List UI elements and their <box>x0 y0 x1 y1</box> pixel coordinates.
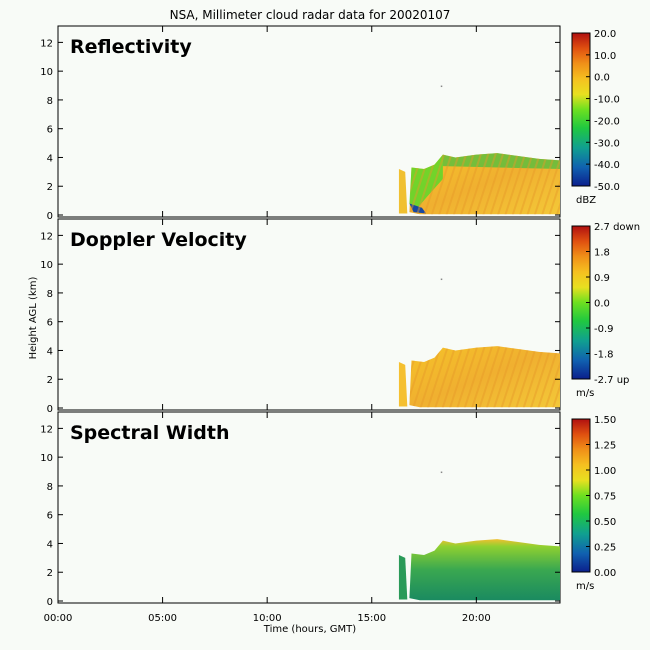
panel-1: Reflectivity 0 2 4 6 8 10 12 20.0 10.0 0.0 -10.0 -20… <box>40 25 620 222</box>
x-axis-label: Time (hours, GMT) <box>263 624 357 635</box>
colorbar-label: 1.8 <box>594 248 610 259</box>
panel-title: Spectral Width <box>70 422 230 444</box>
colorbar-label: -10.0 <box>594 95 620 106</box>
y-tick-label: 12 <box>40 231 53 242</box>
colorbar-label: -1.8 <box>594 350 614 361</box>
y-tick-label: 6 <box>47 125 53 136</box>
echo-strip <box>398 168 408 214</box>
y-tick-label: 0 <box>47 211 53 222</box>
colorbar-label: -30.0 <box>594 138 620 149</box>
figure-title: NSA, Millimeter cloud radar data for 200… <box>170 8 451 22</box>
colorbar-label: 10.0 <box>594 51 616 62</box>
echo-region <box>409 539 560 601</box>
y-axis-label: Height AGL (km) <box>28 277 39 360</box>
x-tick-label: 15:00 <box>357 613 386 624</box>
echo-speck <box>440 278 443 281</box>
colorbar-label: 0.0 <box>594 299 610 310</box>
colorbar-label: 2.7 down <box>594 222 640 233</box>
colorbar-label: 1.50 <box>594 415 616 426</box>
echo-speck <box>440 471 443 474</box>
colorbar-label: -2.7 up <box>594 375 629 386</box>
colorbar-label: -0.9 <box>594 324 614 335</box>
y-tick-label: 6 <box>47 511 53 522</box>
panel-2: Doppler Velocity 0 2 4 6 8 10 12 2.7 down 1.8 0.9 0… <box>40 218 640 415</box>
colorbar-label: 0.75 <box>594 492 616 503</box>
echo-texture <box>409 153 560 215</box>
colorbar-label: 0.25 <box>594 543 616 554</box>
y-tick-label: 4 <box>47 346 53 357</box>
colorbar <box>571 32 591 187</box>
y-tick-label: 12 <box>40 424 53 435</box>
colorbar-label: 1.00 <box>594 466 616 477</box>
y-tick-label: 6 <box>47 318 53 329</box>
y-tick-label: 2 <box>47 568 53 579</box>
panel-title: Reflectivity <box>70 36 192 58</box>
y-tick-label: 10 <box>40 67 53 78</box>
x-tick-label: 20:00 <box>462 613 491 624</box>
x-tick-label: 00:00 <box>44 613 73 624</box>
y-tick-label: 0 <box>47 597 53 608</box>
echo-strip <box>398 361 408 407</box>
colorbar-label: -50.0 <box>594 182 620 193</box>
colorbar-unit: dBZ <box>576 195 596 206</box>
y-tick-label: 2 <box>47 182 53 193</box>
colorbar-label: 0.0 <box>594 73 610 84</box>
y-tick-label: 8 <box>47 96 53 107</box>
y-tick-label: 4 <box>47 153 53 164</box>
y-tick-label: 10 <box>40 453 53 464</box>
y-tick-label: 8 <box>47 289 53 300</box>
colorbar-unit: m/s <box>576 388 594 399</box>
echo-strip <box>398 554 408 600</box>
colorbar-label: -20.0 <box>594 116 620 127</box>
y-tick-label: 4 <box>47 539 53 550</box>
y-tick-label: 12 <box>40 38 53 49</box>
panels: Reflectivity02468101220.010.00.0-10.0-20… <box>40 25 640 624</box>
panel-3: Spectral Width 0 2 4 6 8 10 12 00:00 05:00 10:00 15… <box>40 411 616 624</box>
colorbar-label: 0.00 <box>594 568 616 579</box>
panel-title: Doppler Velocity <box>70 229 247 251</box>
echo-speck <box>440 85 443 88</box>
x-tick-label: 10:00 <box>253 613 282 624</box>
colorbar-label: 0.50 <box>594 517 616 528</box>
y-tick-label: 10 <box>40 260 53 271</box>
y-tick-label: 8 <box>47 482 53 493</box>
y-tick-label: 2 <box>47 375 53 386</box>
colorbar-label: 0.9 <box>594 273 610 284</box>
colorbar-label: -40.0 <box>594 160 620 171</box>
colorbar-unit: m/s <box>576 581 594 592</box>
y-tick-label: 0 <box>47 404 53 415</box>
x-tick-label: 05:00 <box>148 613 177 624</box>
colorbar-label: 20.0 <box>594 29 616 40</box>
echo-texture <box>409 346 560 408</box>
colorbar-label: 1.25 <box>594 441 616 452</box>
